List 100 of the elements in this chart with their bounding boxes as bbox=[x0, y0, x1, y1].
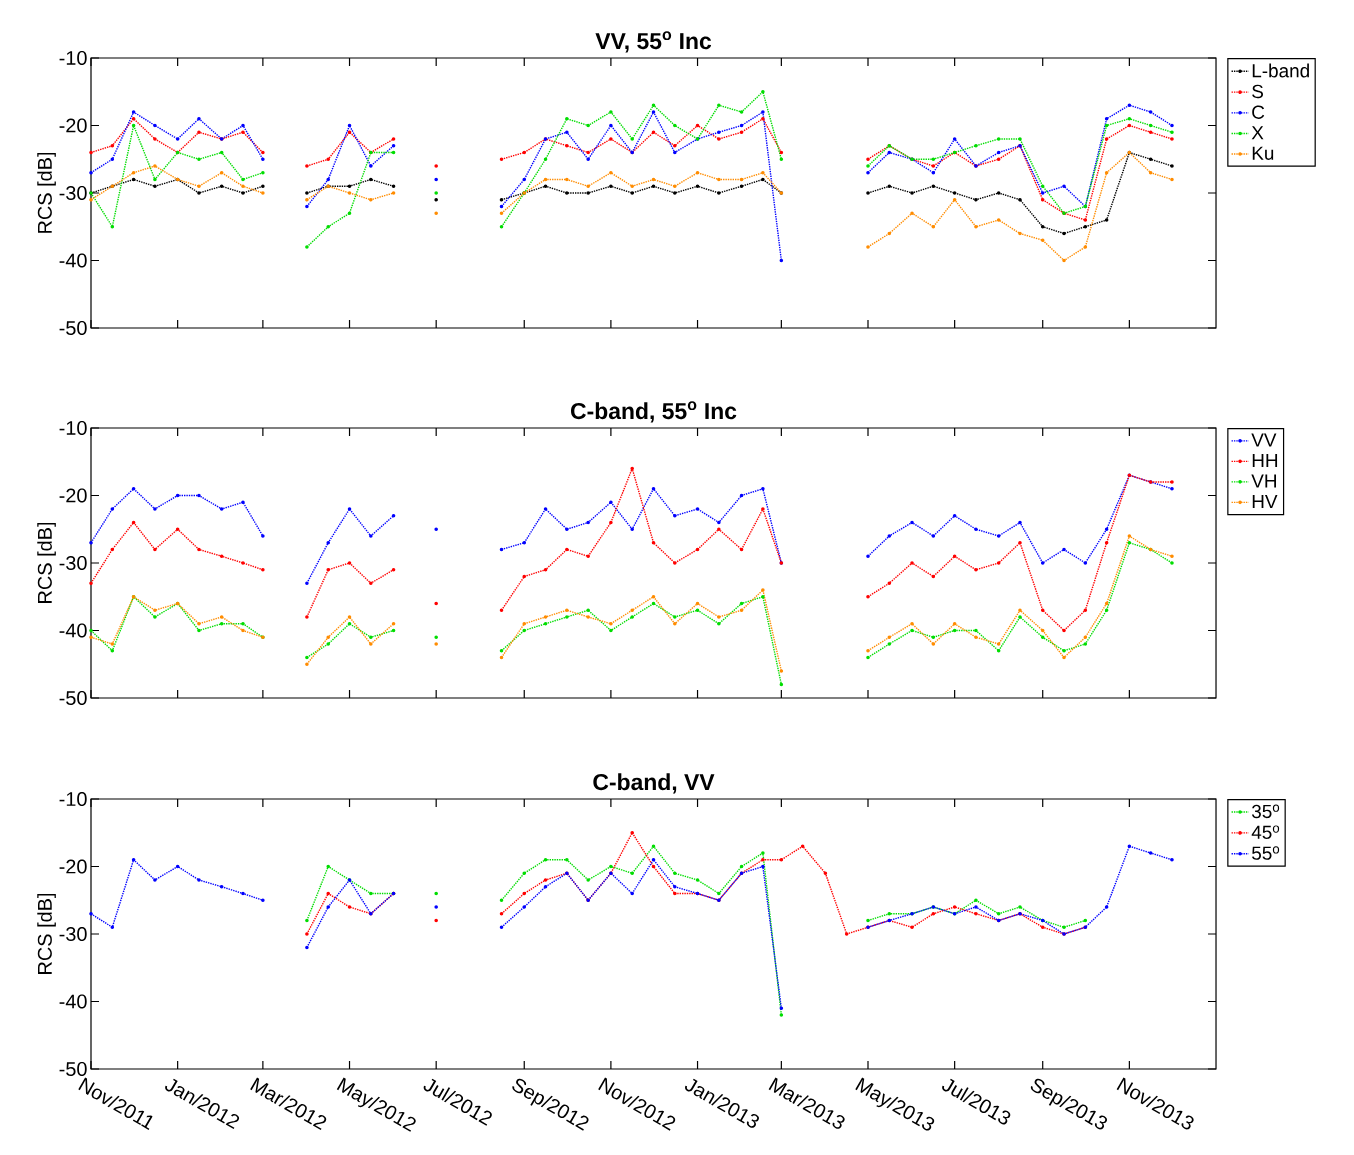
point bbox=[887, 534, 892, 538]
point bbox=[952, 554, 957, 559]
point bbox=[866, 648, 870, 653]
point bbox=[434, 905, 438, 909]
point bbox=[153, 547, 157, 552]
point bbox=[1083, 918, 1088, 923]
point bbox=[779, 1013, 784, 1017]
point bbox=[910, 191, 914, 195]
point bbox=[761, 110, 765, 114]
y-tick-label: -40 bbox=[59, 253, 87, 268]
y-tick-label: -50 bbox=[59, 320, 87, 336]
point bbox=[1083, 224, 1088, 229]
point bbox=[1040, 238, 1045, 243]
point bbox=[326, 157, 331, 162]
point bbox=[1062, 184, 1066, 189]
point bbox=[261, 191, 265, 195]
point bbox=[1040, 635, 1045, 640]
point bbox=[586, 191, 590, 195]
point bbox=[609, 184, 613, 189]
point bbox=[695, 601, 700, 606]
point bbox=[1083, 635, 1088, 640]
point bbox=[89, 540, 93, 545]
point bbox=[153, 608, 157, 613]
point bbox=[391, 137, 396, 141]
point bbox=[1018, 540, 1022, 545]
point bbox=[543, 567, 548, 572]
point bbox=[305, 945, 309, 950]
point bbox=[586, 123, 590, 128]
point bbox=[651, 103, 656, 108]
point bbox=[1083, 608, 1088, 613]
chart-title: C-band, VV bbox=[593, 773, 715, 794]
point bbox=[1083, 561, 1088, 565]
point bbox=[543, 621, 548, 626]
point bbox=[543, 177, 548, 182]
point bbox=[1040, 608, 1045, 613]
legend-label: S bbox=[1252, 84, 1263, 99]
point bbox=[543, 615, 548, 619]
legend-label: VV bbox=[1251, 433, 1277, 447]
y-tick-label: -10 bbox=[59, 791, 87, 807]
point bbox=[197, 621, 201, 626]
point bbox=[996, 218, 1001, 222]
point bbox=[175, 493, 180, 498]
point bbox=[996, 648, 1001, 653]
point bbox=[717, 891, 721, 896]
point bbox=[1170, 486, 1174, 491]
point bbox=[1083, 642, 1088, 646]
legend-label: HV bbox=[1252, 495, 1278, 509]
legend-label: X bbox=[1251, 126, 1264, 140]
point bbox=[996, 137, 1001, 141]
point bbox=[586, 554, 590, 559]
point bbox=[1170, 561, 1174, 565]
point bbox=[717, 615, 721, 619]
y-tick-label: -30 bbox=[59, 926, 87, 942]
point bbox=[1170, 857, 1174, 862]
point bbox=[1104, 540, 1109, 545]
point bbox=[326, 567, 331, 572]
point bbox=[974, 911, 978, 916]
point bbox=[347, 123, 352, 128]
point bbox=[910, 925, 914, 930]
point bbox=[522, 540, 527, 545]
point bbox=[219, 554, 224, 559]
point bbox=[609, 628, 613, 633]
point bbox=[565, 116, 569, 121]
point bbox=[241, 561, 245, 565]
point bbox=[110, 507, 115, 511]
point bbox=[261, 898, 265, 903]
point bbox=[110, 224, 115, 229]
point bbox=[651, 864, 656, 869]
point bbox=[717, 191, 721, 195]
point bbox=[739, 608, 744, 613]
point bbox=[1104, 527, 1109, 532]
point bbox=[391, 567, 396, 572]
point bbox=[565, 547, 569, 552]
point bbox=[131, 123, 136, 128]
point bbox=[952, 191, 957, 195]
point bbox=[952, 197, 957, 202]
point bbox=[996, 534, 1001, 538]
point bbox=[110, 642, 115, 646]
point bbox=[1018, 137, 1022, 141]
point bbox=[522, 574, 527, 579]
point bbox=[369, 164, 373, 168]
legend-label: C bbox=[1252, 105, 1265, 119]
point bbox=[866, 164, 870, 168]
point bbox=[499, 157, 504, 162]
point bbox=[434, 891, 438, 896]
point bbox=[326, 905, 331, 909]
y-tick-label: -10 bbox=[59, 420, 87, 436]
point bbox=[1083, 218, 1088, 222]
point bbox=[197, 628, 201, 633]
point bbox=[974, 197, 978, 202]
point bbox=[261, 150, 265, 155]
point bbox=[630, 527, 634, 532]
point bbox=[499, 898, 504, 903]
point bbox=[761, 851, 765, 855]
point bbox=[887, 635, 892, 640]
legend-label: L-band bbox=[1252, 63, 1309, 78]
point bbox=[131, 520, 136, 525]
point bbox=[434, 601, 438, 606]
point bbox=[499, 648, 504, 653]
point bbox=[673, 891, 677, 896]
